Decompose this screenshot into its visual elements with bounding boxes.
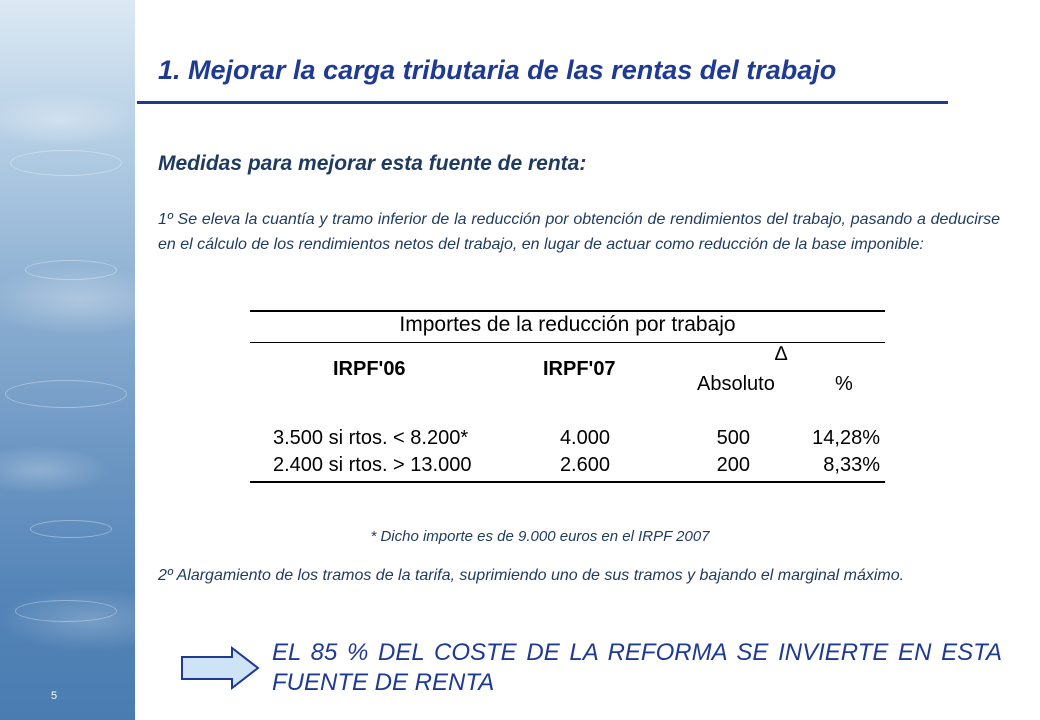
page-number: 5 — [50, 690, 58, 702]
table-bottom-rule — [250, 481, 885, 483]
header-absoluto: Absoluto — [697, 373, 775, 395]
table-top-rule — [250, 310, 885, 312]
row2-irpf06: 2.400 si rtos. > 13.000 — [273, 454, 472, 476]
section-subtitle: Medidas para mejorar esta fuente de rent… — [158, 152, 587, 175]
row1-irpf07: 4.000 — [559, 427, 610, 449]
measure-1-paragraph: 1º Se eleva la cuantía y tramo inferior … — [158, 211, 1000, 253]
row2-absoluto: 200 — [716, 454, 750, 476]
page-title: 1. Mejorar la carga tributaria de las re… — [158, 55, 837, 85]
row2-percent: 8,33% — [823, 454, 880, 476]
row1-percent: 14,28% — [812, 427, 880, 449]
table-caption: Importes de la reducción por trabajo — [399, 313, 736, 336]
conclusion-statement: EL 85 % DEL COSTE DE LA REFORMA SE INVIE… — [272, 639, 1002, 696]
row1-absoluto: 500 — [716, 427, 750, 449]
header-percent: % — [835, 373, 853, 395]
water-sidebar-image: 5 — [0, 0, 135, 720]
header-irpf07: IRPF'07 — [543, 358, 616, 380]
measure-2-paragraph: 2º Alargamiento de los tramos de la tari… — [158, 567, 905, 584]
header-delta-symbol: ∆ — [775, 343, 788, 365]
header-irpf06: IRPF'06 — [333, 358, 406, 380]
row1-irpf06: 3.500 si rtos. < 8.200* — [273, 427, 469, 449]
right-arrow-icon — [181, 646, 260, 690]
title-underline — [137, 101, 948, 104]
row2-irpf07: 2.600 — [559, 454, 610, 476]
table-caption-rule — [250, 342, 885, 343]
table-footnote: * Dicho importe es de 9.000 euros en el … — [370, 528, 710, 545]
